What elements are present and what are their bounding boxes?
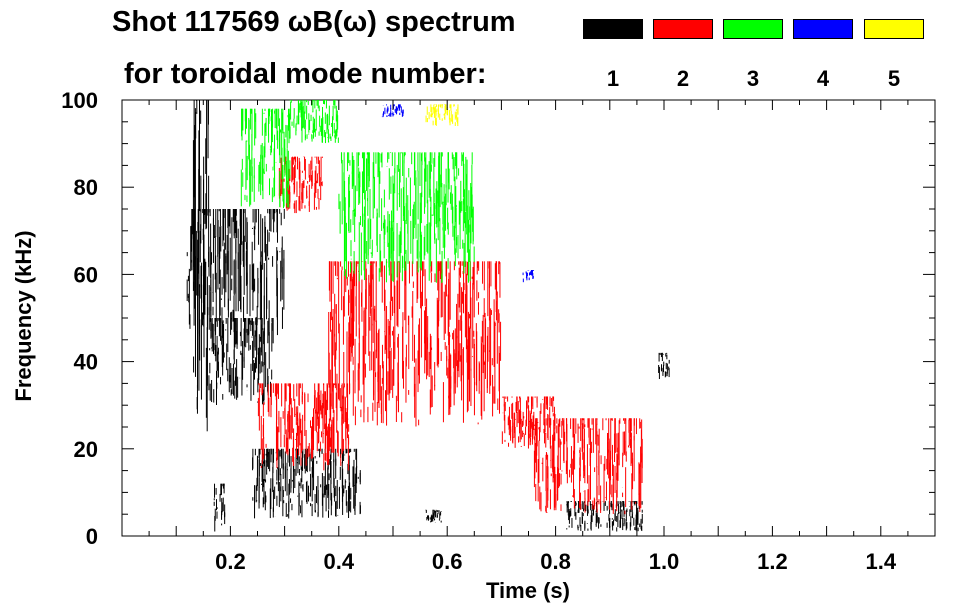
x-tick-label: 0.6 — [432, 549, 463, 574]
series-mode-1 — [186, 100, 670, 532]
chart-title-line2: for toroidal mode number: — [124, 58, 487, 90]
x-tick-label: 1.2 — [757, 549, 788, 574]
legend-label-mode-5: 5 — [887, 66, 901, 91]
legend-label-mode-1: 1 — [606, 66, 620, 91]
legend: 1 2 3 4 5 — [0, 0, 963, 100]
legend-swatch-mode-2 — [653, 19, 713, 39]
x-tick-label: 0.4 — [324, 549, 355, 574]
series-mode-4 — [381, 104, 535, 283]
y-tick-label: 0 — [86, 524, 98, 549]
y-tick-label: 60 — [74, 262, 98, 287]
y-tick-label: 100 — [61, 88, 98, 113]
x-axis-label: Time (s) — [486, 578, 570, 603]
x-tick-label: 0.8 — [540, 549, 571, 574]
x-tick-label: 1.0 — [649, 549, 680, 574]
axes-layer: 0.2 0.4 0.6 0.8 1.0 1.2 1.4 0 20 40 60 80 100 — [61, 88, 935, 574]
chart-title-line1: Shot 117569 ωB(ω) spectrum — [112, 6, 516, 38]
legend-swatch-mode-3 — [723, 19, 783, 39]
y-tick-label: 20 — [74, 437, 98, 462]
series-mode-3 — [240, 100, 475, 284]
legend-swatch-mode-1 — [583, 19, 643, 39]
x-tick-label: 0.2 — [215, 549, 246, 574]
series-mode-5 — [425, 104, 459, 127]
y-tick-label: 40 — [74, 350, 98, 375]
legend-swatch-mode-5 — [864, 19, 924, 39]
x-tick-label: 1.4 — [866, 549, 897, 574]
data-layer — [186, 100, 670, 532]
y-axis-label: Frequency (kHz) — [11, 230, 36, 401]
series-mode-2 — [257, 156, 643, 515]
legend-label-mode-3: 3 — [746, 66, 760, 91]
legend-label-mode-4: 4 — [816, 66, 830, 91]
legend-swatch-mode-4 — [793, 19, 853, 39]
y-tick-label: 80 — [74, 175, 98, 200]
legend-label-mode-2: 2 — [676, 66, 690, 91]
